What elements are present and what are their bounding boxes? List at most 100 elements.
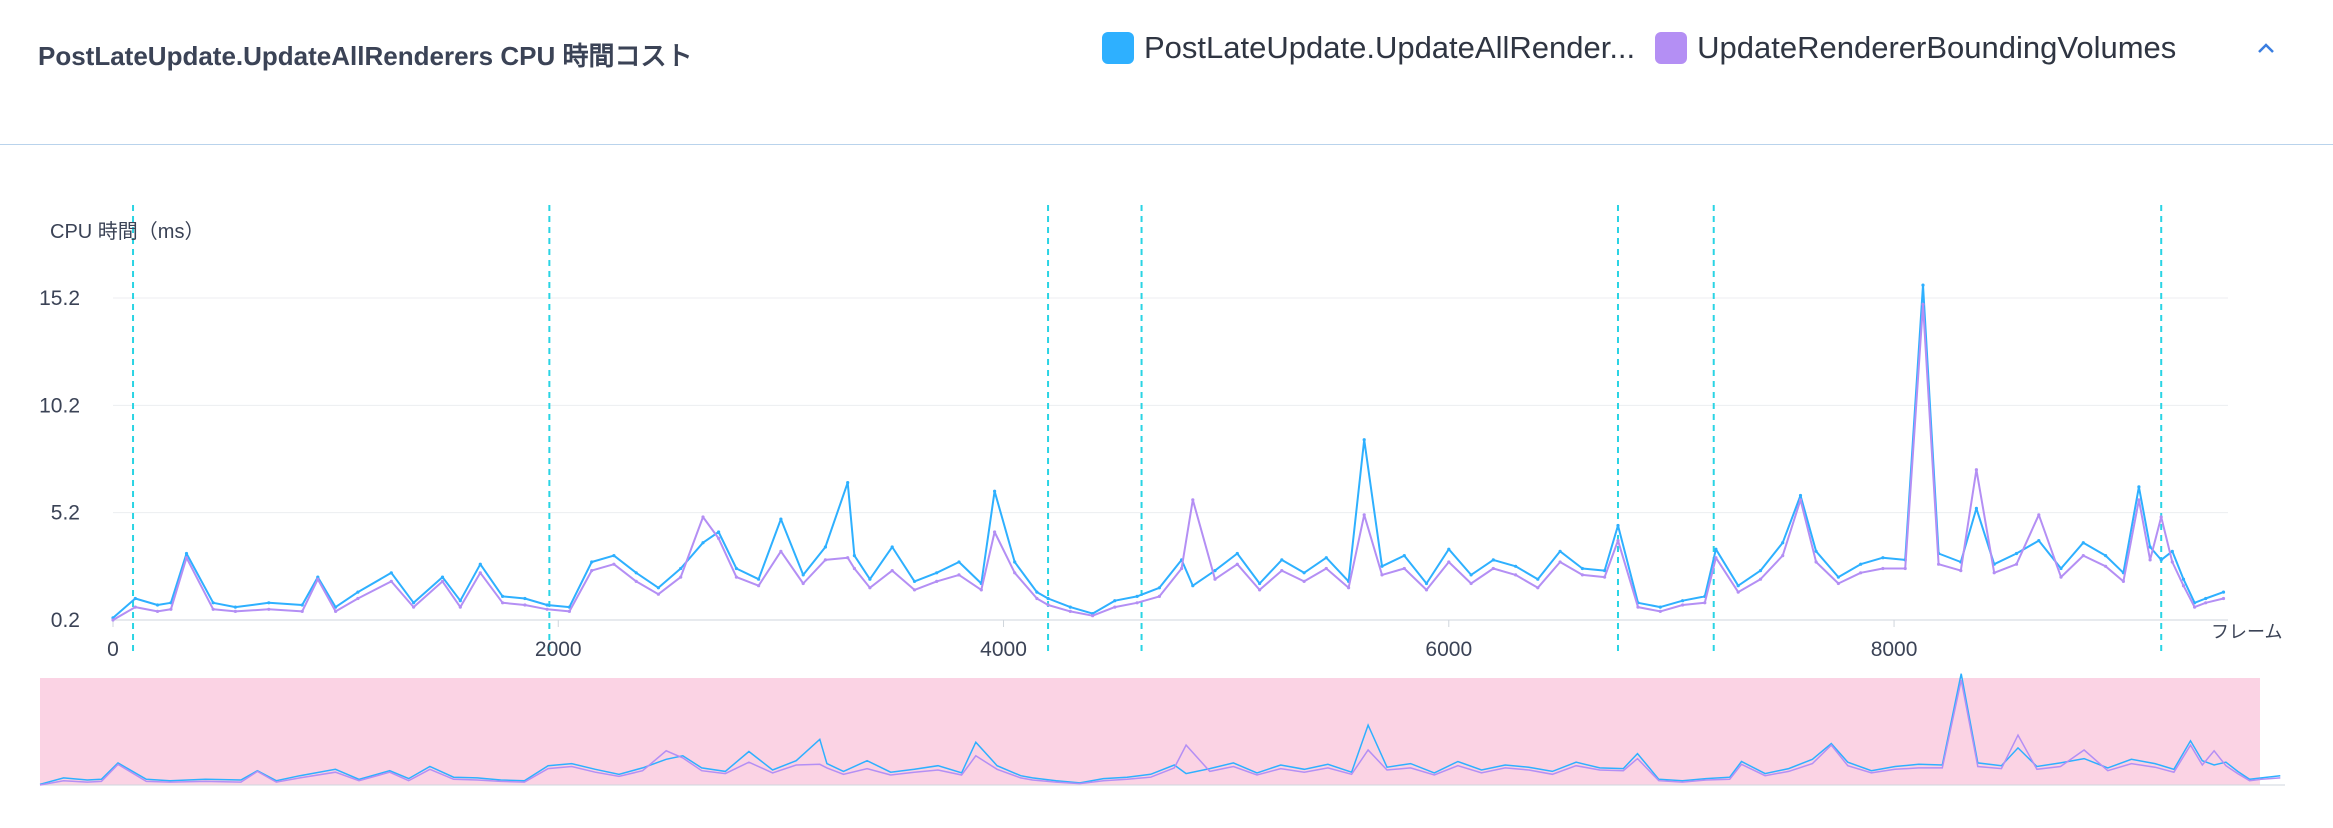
series-1-point [1135,594,1139,599]
series-1-point [912,579,917,584]
series-2-point [2121,579,2125,584]
series-1-point [757,577,761,581]
series-2-point [656,592,661,596]
series-2-point [1280,569,1284,573]
chevron-up-icon [2258,43,2274,53]
series-1-point [2181,577,2186,581]
collapse-button[interactable] [2248,30,2284,66]
legend-swatch-series-1 [1102,32,1134,64]
series-1-point [155,603,160,607]
series-1-point [1213,569,1217,573]
series-2-point [2181,584,2186,588]
series-1-point [184,551,189,556]
legend: PostLateUpdate.UpdateAllRender... Update… [1102,30,2196,66]
series-1-point [612,554,616,558]
series-1-point [2037,539,2041,543]
series-2-point [356,596,360,601]
series-2-point [1213,577,1217,581]
series-2-point [316,577,320,581]
series-2-point [440,579,445,584]
series-1-point [545,603,549,607]
series-1-point [211,601,215,605]
series-1-point [1302,571,1306,575]
x-tick-label: 4000 [980,638,1027,661]
series-2-point [1736,590,1740,594]
series-2-point [300,609,304,614]
series-2-point [890,569,894,573]
series-1-point [501,594,505,599]
series-2-point [1714,556,1718,560]
chart-title: PostLateUpdate.UpdateAllRenderers CPU 時間… [38,41,693,71]
series-2-point [1514,573,1518,577]
series-1-point [634,571,638,575]
series-2-point [1758,577,1763,581]
navigator-brush[interactable] [40,678,2260,785]
series-1-point [1235,551,1239,556]
series-2-point [1013,571,1017,575]
x-axis-label: フレーム [2211,622,2282,642]
series-1-point [523,596,527,601]
series-1-point [868,577,872,581]
y-tick-label: 10.2 [39,394,80,417]
series-2-point [1536,586,1540,590]
series-1-point [1514,564,1518,568]
series-2-point [334,609,338,614]
series-1-point [2148,545,2152,549]
series-1-point [389,571,393,575]
series-1-point [2137,485,2141,489]
series-2-point [1046,603,1050,607]
series-2-point [957,573,961,577]
series-1-point [1798,493,1803,498]
x-tick-label: 8000 [1871,638,1918,661]
series-2-point [1235,562,1239,566]
series-2-point [679,575,683,579]
series-2-point [2059,575,2063,579]
y-tick-label: 0.2 [51,609,80,632]
series-1-point [1758,569,1763,573]
series-2-point [1324,566,1328,571]
series-2-point [184,556,189,560]
series-2-point [2081,554,2085,558]
x-tick-label: 6000 [1425,638,1472,661]
series-1-point [1380,564,1384,568]
series-line-1 [112,284,2224,619]
series-2-point [458,605,462,609]
series-1-point [1681,599,1685,603]
series-1-point [1781,541,1785,545]
series-2-point [1636,605,1640,609]
series-1-point [1469,573,1473,577]
series-2-point [2204,601,2208,605]
series-2-point [1258,588,1262,592]
chart-header: PostLateUpdate.UpdateAllRenderers CPU 時間… [0,0,2333,145]
series-2-point [1362,513,1366,517]
series-2-point [1681,603,1685,607]
series-2-point [1113,605,1117,609]
legend-item-series-1[interactable]: PostLateUpdate.UpdateAllRender... [1102,30,1635,66]
series-1-point [935,571,939,575]
series-1-point [1491,558,1495,562]
series-1-point [1580,566,1584,571]
series-2-point [868,586,872,590]
navigator-series-line-2 [39,679,2281,786]
series-1-point [2059,566,2063,571]
series-1-point [1280,558,1284,562]
series-1-point [2104,554,2108,558]
navigator[interactable] [39,673,2285,786]
series-1-point [801,573,805,577]
series-1-point [1191,584,1195,588]
series-2-point [523,603,527,607]
series-2-point [801,581,805,586]
series-1-point [1736,584,1740,588]
series-2-point [1424,588,1429,592]
series-1-point [440,575,445,579]
series-1-point [1013,560,1017,564]
series-2-point [1580,573,1584,577]
series-2-point [1836,581,1840,586]
series-1-point [993,489,997,493]
series-1-point [1836,575,1840,579]
series-2-point [1180,566,1184,571]
series-2-point [979,588,983,592]
series-1-point [1424,581,1429,586]
legend-item-series-2[interactable]: UpdateRendererBoundingVolumes [1655,30,2176,66]
series-2-point [567,609,572,614]
